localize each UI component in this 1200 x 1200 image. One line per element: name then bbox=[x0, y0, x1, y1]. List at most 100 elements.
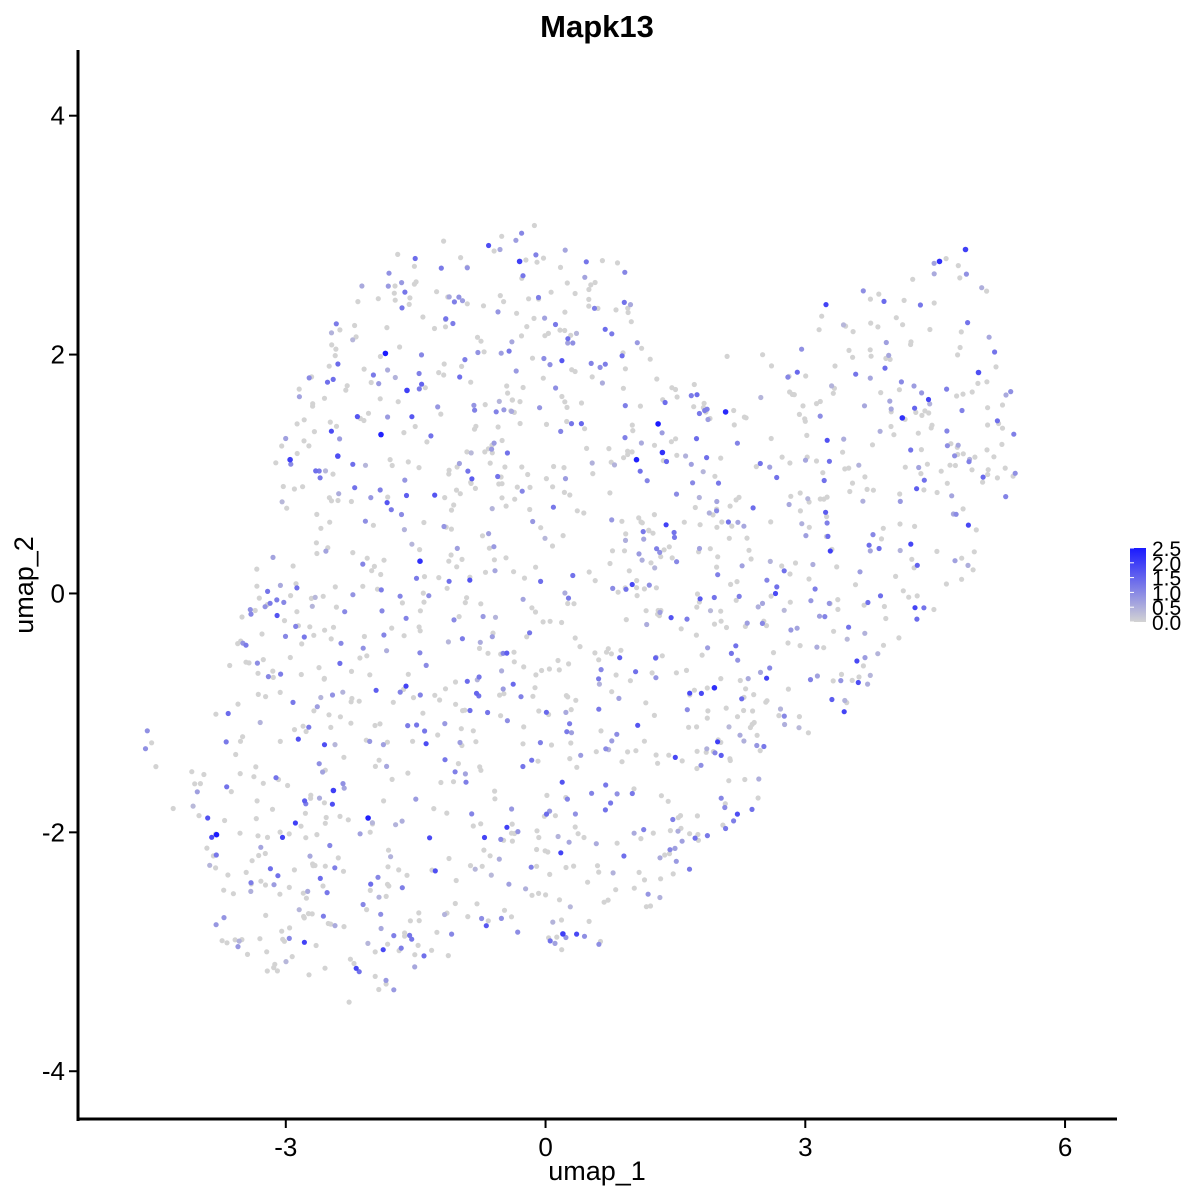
cell-point bbox=[944, 386, 950, 392]
cell-point bbox=[704, 833, 711, 839]
cell-point bbox=[641, 877, 648, 883]
cell-point bbox=[386, 270, 392, 276]
cell-point bbox=[764, 675, 770, 681]
cell-point bbox=[483, 923, 489, 929]
legend-ticks: 0.00.51.01.52.02.5 bbox=[1130, 538, 1181, 635]
cell-point bbox=[442, 911, 448, 918]
cell-point bbox=[972, 454, 978, 460]
cell-point bbox=[562, 590, 568, 596]
cell-point bbox=[999, 402, 1006, 408]
cell-point bbox=[251, 774, 257, 780]
cell-point bbox=[240, 734, 246, 740]
cell-point bbox=[668, 439, 675, 445]
cell-point bbox=[646, 582, 652, 588]
cell-point bbox=[257, 719, 263, 726]
cell-point bbox=[802, 416, 808, 422]
cell-point bbox=[552, 321, 559, 328]
cell-point bbox=[540, 255, 547, 261]
cell-point bbox=[672, 845, 678, 852]
cell-point bbox=[402, 930, 408, 936]
cell-point bbox=[239, 614, 245, 620]
cell-point bbox=[385, 941, 391, 947]
cell-point bbox=[364, 907, 370, 913]
cell-point bbox=[864, 486, 870, 492]
cell-point bbox=[666, 851, 673, 857]
cell-point bbox=[727, 503, 733, 509]
cell-point bbox=[265, 588, 271, 595]
cell-point bbox=[365, 940, 371, 947]
cell-point bbox=[608, 800, 614, 806]
cell-point bbox=[324, 379, 331, 385]
cell-point bbox=[574, 508, 580, 514]
cell-point bbox=[782, 721, 788, 728]
cell-point bbox=[594, 863, 601, 869]
cell-point bbox=[503, 555, 509, 561]
cell-point bbox=[787, 599, 793, 605]
cell-point bbox=[908, 541, 914, 547]
cell-point bbox=[384, 648, 390, 654]
cell-point bbox=[741, 707, 747, 714]
cell-point bbox=[1003, 392, 1009, 398]
cell-point bbox=[814, 673, 821, 679]
cell-point bbox=[213, 852, 219, 858]
cell-point bbox=[651, 712, 658, 719]
cell-point bbox=[820, 470, 826, 476]
cell-point bbox=[722, 804, 728, 811]
cell-point bbox=[622, 537, 629, 544]
cell-point bbox=[741, 523, 747, 529]
y-axis-label: umap_2 bbox=[9, 536, 39, 634]
cell-point bbox=[841, 709, 847, 715]
cell-point bbox=[657, 894, 663, 901]
cell-point bbox=[326, 363, 332, 369]
cell-point bbox=[678, 626, 684, 632]
cell-point bbox=[917, 302, 924, 308]
cell-point bbox=[351, 960, 357, 967]
cell-point bbox=[731, 818, 737, 824]
cell-point bbox=[403, 492, 410, 499]
cell-point bbox=[744, 535, 750, 541]
cell-point bbox=[525, 471, 531, 478]
cell-point bbox=[225, 710, 231, 717]
cell-point bbox=[705, 708, 711, 714]
cell-point bbox=[296, 394, 302, 400]
cell-point bbox=[264, 949, 270, 955]
cell-point bbox=[462, 771, 468, 777]
cell-point bbox=[213, 865, 219, 871]
cell-point bbox=[734, 579, 740, 585]
cell-point bbox=[442, 324, 449, 330]
cell-point bbox=[846, 347, 852, 353]
cell-point bbox=[826, 600, 832, 607]
cell-point bbox=[572, 635, 578, 641]
cell-point bbox=[537, 740, 544, 746]
cell-point bbox=[670, 871, 676, 877]
cell-point bbox=[407, 932, 413, 939]
cell-point bbox=[520, 384, 526, 391]
cell-point bbox=[696, 545, 703, 552]
cell-point bbox=[367, 738, 373, 745]
cell-point bbox=[877, 428, 883, 434]
cell-point bbox=[361, 366, 367, 372]
cell-point bbox=[609, 689, 615, 695]
cell-point bbox=[372, 763, 378, 770]
cell-point bbox=[314, 550, 320, 557]
cell-point bbox=[311, 429, 317, 435]
cell-point bbox=[260, 780, 266, 786]
cell-point bbox=[360, 645, 366, 651]
cell-point bbox=[232, 937, 238, 943]
cell-point bbox=[384, 763, 390, 770]
cell-point bbox=[999, 425, 1006, 431]
cell-point bbox=[984, 447, 990, 453]
cell-point bbox=[407, 295, 413, 301]
cell-point bbox=[521, 575, 528, 581]
cell-point bbox=[596, 869, 602, 875]
cell-point bbox=[844, 636, 850, 642]
cell-point bbox=[550, 504, 557, 510]
cell-point bbox=[653, 675, 659, 681]
cell-point bbox=[954, 393, 960, 399]
cell-point bbox=[670, 816, 676, 823]
cell-point bbox=[944, 428, 950, 434]
cell-point bbox=[549, 543, 556, 549]
cell-point bbox=[861, 403, 868, 409]
cell-point bbox=[513, 368, 519, 374]
